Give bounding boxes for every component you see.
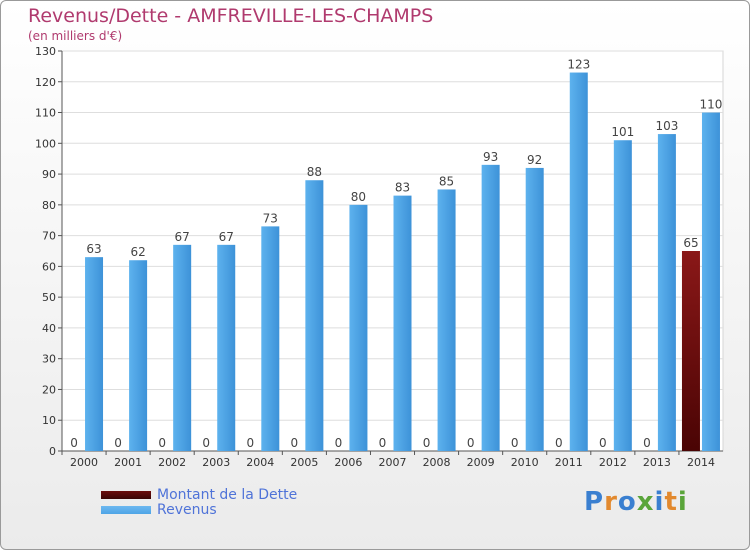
y-tick-label: 90	[42, 168, 56, 181]
data-label-debt: 0	[599, 436, 607, 450]
data-label-revenue: 67	[175, 230, 190, 244]
data-label-revenue: 80	[351, 190, 366, 204]
bar-revenue	[437, 189, 456, 451]
y-tick-label: 10	[42, 414, 56, 427]
legend-item-debt: Montant de la Dette	[101, 486, 298, 503]
chart-subtitle: (en milliers d'€)	[28, 29, 123, 43]
y-tick-label: 20	[42, 383, 56, 396]
data-label-revenue: 101	[611, 125, 634, 139]
y-tick-label: 70	[42, 230, 56, 243]
bar-revenue	[613, 140, 632, 451]
data-label-debt: 0	[70, 436, 78, 450]
logo-letter: i	[677, 487, 688, 517]
bar-revenue	[349, 204, 368, 451]
logo-letter: x	[636, 487, 655, 517]
data-label-debt: 0	[291, 436, 299, 450]
x-tick-label: 2003	[202, 456, 230, 469]
legend-item-revenue: Revenus	[101, 501, 297, 518]
y-tick-label: 40	[42, 322, 56, 335]
y-tick-label: 0	[49, 445, 56, 458]
legend-label-revenue: Revenus	[157, 501, 217, 518]
bar-revenue	[569, 72, 588, 452]
legend-label-debt: Montant de la Dette	[157, 486, 298, 503]
data-label-revenue: 63	[86, 242, 101, 256]
x-tick-label: 2000	[70, 456, 98, 469]
data-label-debt: 0	[246, 436, 254, 450]
data-label-debt: 0	[158, 436, 166, 450]
x-tick-label: 2012	[599, 456, 627, 469]
y-tick-label: 30	[42, 353, 56, 366]
data-label-debt: 0	[467, 436, 475, 450]
data-label-debt: 0	[335, 436, 343, 450]
data-label-debt: 0	[379, 436, 387, 450]
logo-letter: P	[584, 487, 605, 517]
bar-revenue	[173, 244, 192, 451]
chart-legend: Montant de la Dette Revenus	[101, 486, 298, 518]
x-tick-label: 2008	[423, 456, 451, 469]
legend-swatch-debt	[101, 490, 151, 499]
data-label-debt: 0	[555, 436, 563, 450]
logo-letter: i	[654, 487, 665, 517]
data-label-revenue: 92	[527, 153, 542, 167]
chart-title: Revenus/Dette - AMFREVILLE-LES-CHAMPS	[28, 5, 434, 27]
x-tick-label: 2010	[511, 456, 539, 469]
data-label-revenue: 93	[483, 150, 498, 164]
data-label-revenue: 67	[219, 230, 234, 244]
logo-letter: t	[664, 487, 678, 517]
x-tick-label: 2002	[158, 456, 186, 469]
data-label-revenue: 88	[307, 165, 322, 179]
x-tick-label: 2006	[334, 456, 362, 469]
x-tick-label: 2009	[467, 456, 495, 469]
logo-letter: o	[617, 487, 637, 517]
data-label-revenue: 110	[700, 98, 723, 112]
bar-revenue	[217, 244, 236, 451]
bar-revenue	[261, 226, 280, 451]
data-label-revenue: 73	[263, 211, 278, 225]
bar-debt	[681, 251, 700, 451]
data-label-revenue: 85	[439, 174, 454, 188]
y-tick-label: 60	[42, 260, 56, 273]
data-label-revenue: 62	[130, 245, 145, 259]
logo-letter: r	[604, 487, 618, 517]
x-tick-label: 2001	[114, 456, 142, 469]
data-label-debt: 0	[423, 436, 431, 450]
data-label-debt: 0	[202, 436, 210, 450]
data-label-debt: 65	[683, 236, 698, 250]
x-tick-label: 2004	[246, 456, 274, 469]
bar-revenue	[393, 195, 412, 451]
x-tick-label: 2014	[687, 456, 715, 469]
bar-revenue	[85, 257, 104, 451]
bar-revenue	[305, 180, 324, 451]
data-label-revenue: 103	[655, 119, 678, 133]
x-tick-label: 2013	[643, 456, 671, 469]
x-tick-label: 2007	[379, 456, 407, 469]
y-tick-label: 110	[35, 107, 56, 120]
y-tick-label: 80	[42, 199, 56, 212]
data-label-revenue: 123	[567, 58, 590, 72]
y-tick-label: 50	[42, 291, 56, 304]
x-tick-label: 2005	[290, 456, 318, 469]
data-label-debt: 0	[511, 436, 519, 450]
plot-area	[61, 50, 724, 452]
data-label-revenue: 83	[395, 181, 410, 195]
proxiti-logo: Proxiti	[584, 487, 688, 517]
y-tick-label: 100	[35, 137, 56, 150]
bar-revenue	[481, 164, 500, 451]
y-tick-label: 120	[35, 76, 56, 89]
legend-swatch-revenue	[101, 505, 151, 514]
data-label-debt: 0	[114, 436, 122, 450]
bar-revenue	[701, 112, 720, 452]
y-tick-label: 130	[35, 45, 56, 58]
bar-revenue	[525, 167, 544, 451]
x-tick-label: 2011	[555, 456, 583, 469]
bar-revenue	[657, 134, 676, 452]
data-label-debt: 0	[643, 436, 651, 450]
bar-revenue	[129, 260, 148, 451]
